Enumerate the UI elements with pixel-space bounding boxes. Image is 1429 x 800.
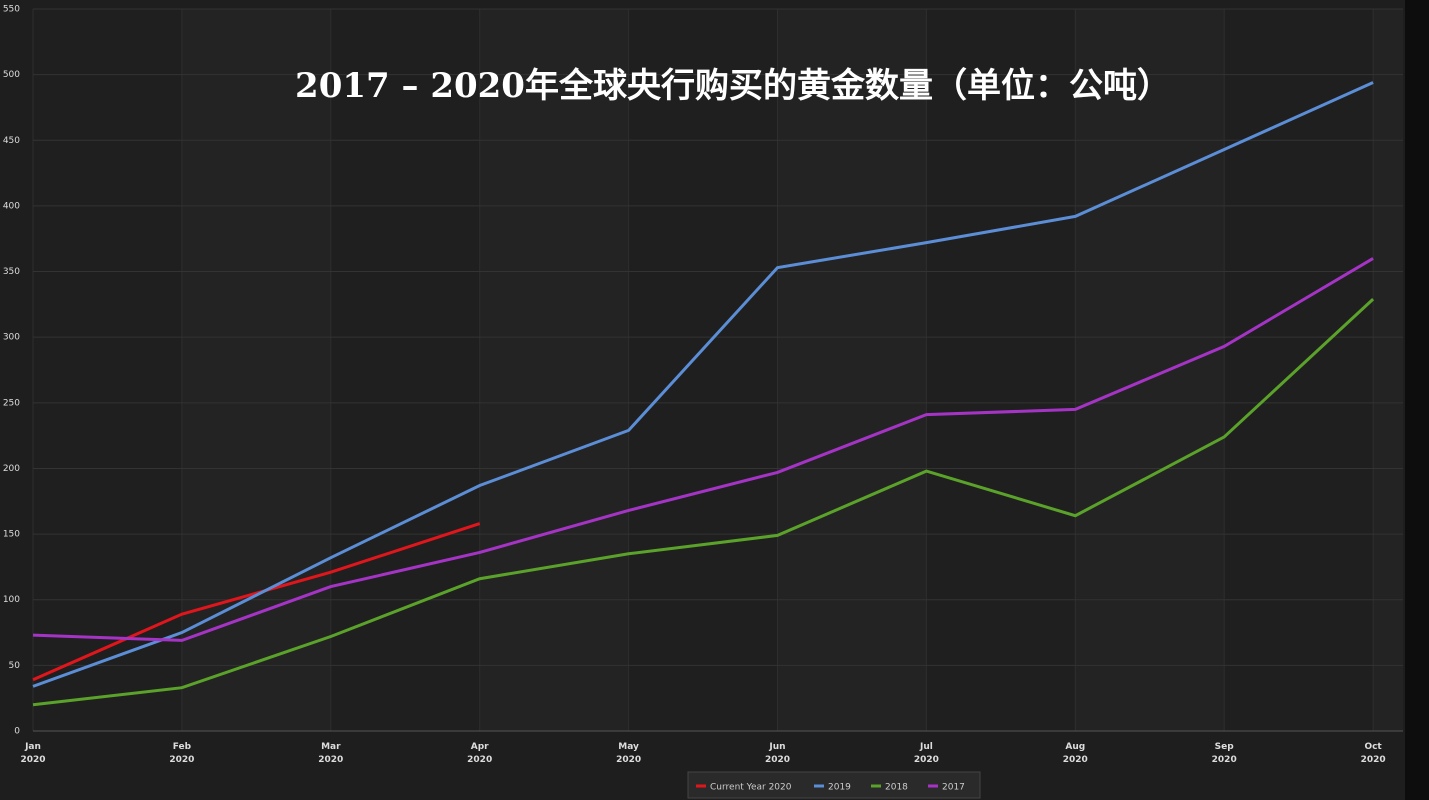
chart-title: 2017 – 2020年全球央行购买的黄金数量（单位：公吨） <box>295 66 1171 106</box>
y-tick-label: 350 <box>3 267 20 277</box>
y-tick-label: 450 <box>3 136 20 146</box>
y-tick-label: 50 <box>9 661 21 671</box>
series-line <box>32 81 1374 688</box>
x-tick-label: May 2020 <box>616 742 642 765</box>
x-tick-label: Sep 2020 <box>1211 742 1237 765</box>
y-tick-label: 0 <box>14 727 20 737</box>
y-tick-label: 550 <box>3 5 20 15</box>
x-tick-label: Apr 2020 <box>467 742 493 765</box>
legend: Current Year 2020 2019 2018 2017 <box>687 771 981 799</box>
legend-label: 2018 <box>885 783 908 793</box>
x-tick-label: Jun 2020 <box>764 742 791 765</box>
legend-label: 2019 <box>828 783 851 793</box>
column-band <box>330 9 480 731</box>
y-tick-label: 400 <box>3 201 20 211</box>
series-line <box>32 257 1374 642</box>
x-tick-label: Jul 2020 <box>913 742 939 765</box>
y-tick-label: 150 <box>3 530 20 540</box>
legend-label: Current Year 2020 <box>710 783 792 793</box>
y-tick-label: 300 <box>3 333 20 343</box>
y-tick-label: 250 <box>3 398 20 408</box>
x-tick-label: Aug 2020 <box>1062 742 1088 765</box>
series-line <box>32 298 1375 707</box>
y-tick-label: 500 <box>3 70 20 80</box>
y-tick-label: 200 <box>3 464 20 474</box>
x-tick-label: Oct 2020 <box>1360 742 1386 765</box>
series-line <box>32 522 481 682</box>
x-tick-label: Mar 2020 <box>318 742 344 765</box>
x-tick-label: Feb 2020 <box>169 742 195 765</box>
x-tick-label: Jan 2020 <box>20 742 46 765</box>
column-band <box>628 9 778 731</box>
y-tick-label: 100 <box>3 595 20 605</box>
column-band <box>926 9 1076 731</box>
column-band <box>33 9 182 731</box>
legend-label: 2017 <box>942 783 965 793</box>
